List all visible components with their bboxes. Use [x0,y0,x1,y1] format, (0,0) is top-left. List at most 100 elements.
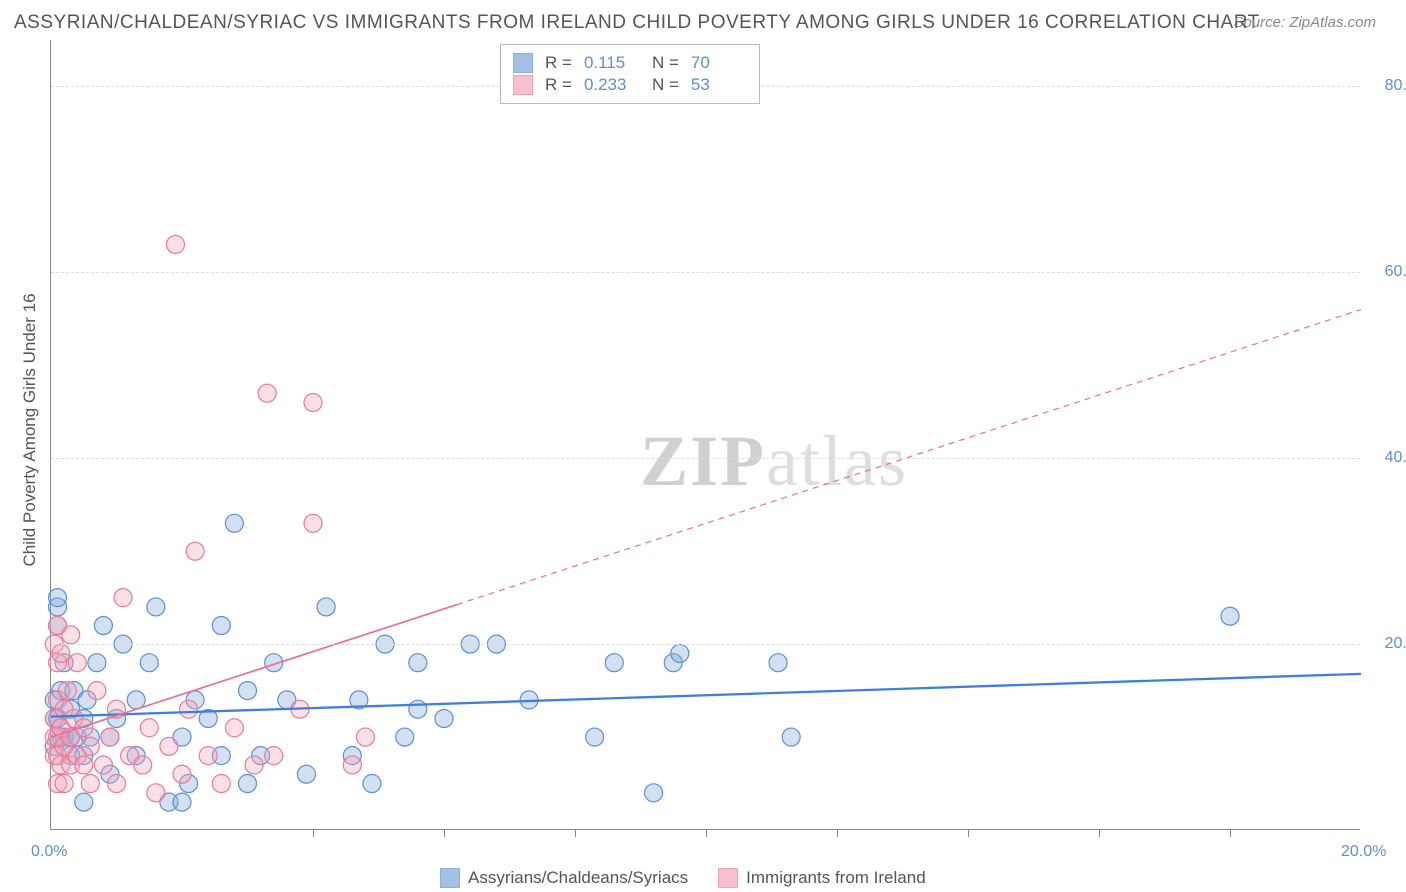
x-tick-label: 20.0% [1341,843,1386,861]
scatter-point [58,682,76,700]
scatter-point [52,644,70,662]
scatter-point [239,775,257,793]
scatter-point [605,654,623,672]
legend-swatch [440,868,460,888]
scatter-point [140,654,158,672]
r-label: R = [545,53,572,73]
y-axis-title: Child Poverty Among Girls Under 16 [20,293,40,566]
scatter-point [245,756,263,774]
scatter-point [75,756,93,774]
grid-line [51,644,1360,645]
scatter-point [435,709,453,727]
x-tick-label: 0.0% [31,843,67,861]
stats-legend-box: R = 0.115 N = 70 R = 0.233 N = 53 [500,44,760,104]
scatter-point [81,775,99,793]
legend-swatch [513,53,533,73]
scatter-point [134,756,152,774]
stats-row: R = 0.233 N = 53 [513,75,747,95]
x-minor-tick [444,829,445,837]
x-minor-tick [575,829,576,837]
scatter-point [199,747,217,765]
scatter-point [396,728,414,746]
legend-swatch [718,868,738,888]
scatter-point [88,654,106,672]
scatter-point [81,737,99,755]
bottom-legend: Assyrians/Chaldeans/Syriacs Immigrants fr… [440,868,926,888]
scatter-point [212,775,230,793]
scatter-point [265,747,283,765]
plot-area: 20.0%40.0%60.0%80.0%0.0%20.0% [50,40,1360,830]
scatter-point [304,393,322,411]
scatter-point [225,719,243,737]
scatter-point [173,765,191,783]
scatter-point [173,793,191,811]
scatter-point [212,617,230,635]
y-tick-label: 40.0% [1385,449,1406,467]
trend-line-extrapolated [457,310,1361,605]
scatter-point [304,514,322,532]
x-minor-tick [1230,829,1231,837]
scatter-point [140,719,158,737]
scatter-point [356,728,374,746]
legend-label: Immigrants from Ireland [746,868,926,888]
scatter-point [671,644,689,662]
source-attribution: Source: ZipAtlas.com [1233,14,1376,31]
x-minor-tick [1099,829,1100,837]
legend-label: Assyrians/Chaldeans/Syriacs [468,868,688,888]
scatter-point [180,700,198,718]
scatter-point [88,682,106,700]
scatter-point [258,384,276,402]
x-minor-tick [706,829,707,837]
scatter-point [94,756,112,774]
grid-line [51,458,1360,459]
scatter-point [94,617,112,635]
legend-item: Immigrants from Ireland [718,868,926,888]
n-value: 70 [691,53,747,73]
grid-line [51,272,1360,273]
n-label: N = [652,53,679,73]
scatter-point [645,784,663,802]
scatter-point [127,691,145,709]
x-minor-tick [837,829,838,837]
scatter-point [68,654,86,672]
r-value: 0.115 [584,53,640,73]
y-tick-label: 20.0% [1385,635,1406,653]
scatter-point [186,542,204,560]
n-label: N = [652,75,679,95]
scatter-point [586,728,604,746]
r-value: 0.233 [584,75,640,95]
scatter-point [160,737,178,755]
x-minor-tick [968,829,969,837]
scatter-point [166,235,184,253]
scatter-point [409,654,427,672]
chart-title: ASSYRIAN/CHALDEAN/SYRIAC VS IMMIGRANTS F… [14,12,1260,34]
scatter-point [769,654,787,672]
scatter-point [147,784,165,802]
y-tick-label: 80.0% [1385,77,1406,95]
scatter-point [363,775,381,793]
scatter-point [239,682,257,700]
y-tick-label: 60.0% [1385,263,1406,281]
scatter-point [1221,607,1239,625]
x-minor-tick [313,829,314,837]
scatter-point [75,793,93,811]
r-label: R = [545,75,572,95]
scatter-point [782,728,800,746]
scatter-point [55,775,73,793]
scatter-point [114,589,132,607]
scatter-point [317,598,335,616]
scatter-point [101,728,119,746]
legend-item: Assyrians/Chaldeans/Syriacs [440,868,688,888]
scatter-point [343,756,361,774]
scatter-point [147,598,165,616]
scatter-point [225,514,243,532]
scatter-point [409,700,427,718]
scatter-point [49,589,67,607]
legend-swatch [513,75,533,95]
chart-svg [51,40,1360,829]
stats-row: R = 0.115 N = 70 [513,53,747,73]
n-value: 53 [691,75,747,95]
scatter-point [108,775,126,793]
scatter-point [297,765,315,783]
scatter-point [62,626,80,644]
